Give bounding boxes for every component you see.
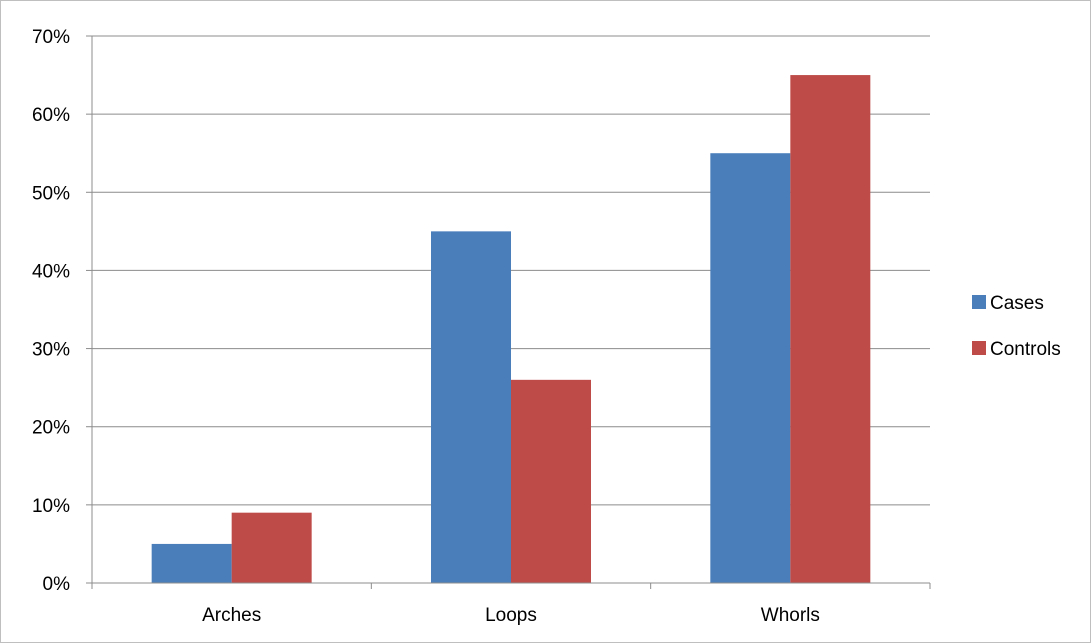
y-tick-label: 70% [32, 27, 70, 48]
legend-label-controls: Controls [990, 339, 1061, 360]
bar-controls-loops [511, 379, 591, 583]
bar-controls-whorls [790, 75, 871, 584]
bars [151, 75, 871, 584]
legend-label-cases: Cases [990, 293, 1044, 314]
bar-cases-whorls [710, 153, 791, 583]
bar-controls-arches [231, 512, 312, 583]
y-tick-label: 60% [32, 105, 70, 126]
legend: Cases Controls [972, 293, 1061, 360]
legend-swatch-cases [972, 295, 986, 309]
y-tick-label: 10% [32, 496, 70, 517]
bar-cases-loops [431, 231, 511, 583]
x-tick-label: Whorls [761, 605, 820, 626]
legend-swatch-controls [972, 341, 986, 355]
axes [86, 35, 931, 589]
x-tick-label: Loops [485, 605, 537, 626]
y-tick-label: 20% [32, 418, 70, 439]
x-tick-label: Arches [202, 605, 261, 626]
bar-cases-arches [151, 543, 232, 583]
x-axis-tick-labels: Arches Loops Whorls [202, 605, 820, 626]
y-tick-label: 40% [32, 261, 70, 282]
y-tick-label: 50% [32, 183, 70, 204]
y-tick-label: 30% [32, 340, 70, 361]
y-axis-tick-labels: 0% 10% 20% 30% 40% 50% 60% 70% [32, 27, 70, 595]
y-tick-label: 0% [43, 574, 71, 595]
